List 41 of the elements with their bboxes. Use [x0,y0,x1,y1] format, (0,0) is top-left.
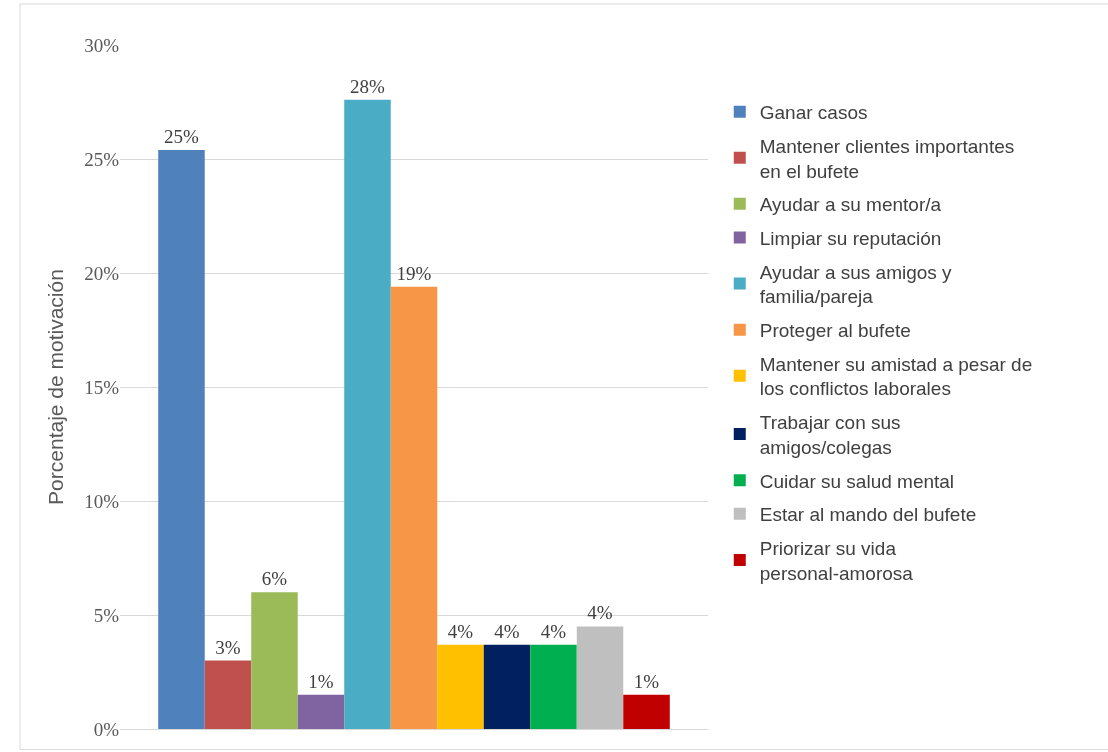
legend-label: Trabajar con sus amigos/colegas [759,412,901,458]
data-label: 25% [163,125,199,147]
legend-label: Ganar casos [759,102,868,124]
y-tick-label: 30% [84,34,120,56]
legend-label: Proteger al bufete [759,320,911,342]
bar [623,694,670,729]
legend-label: Ayudar a sus amigos y familia/pareja [759,261,953,308]
data-label: 28% [349,75,385,97]
bar [483,644,531,729]
bar [530,644,577,729]
bar [437,644,484,729]
bar [344,99,391,729]
data-label: 4% [447,620,474,642]
data-label: 1% [633,670,660,692]
data-label: 3% [215,636,241,658]
data-label: 19% [396,262,432,284]
legend-label: Estar al mando del bufete [759,504,977,526]
legend-label: Ayudar a su mentor/a [759,194,942,216]
bar [158,149,205,729]
legend-label: Priorizar su vida personal-amorosa [759,537,914,584]
legend-label: Limpiar su reputación [759,227,942,249]
data-label: 6% [261,568,288,590]
bar [297,694,345,729]
y-tick-label: 10% [84,490,120,512]
data-label: 1% [308,670,334,692]
y-tick-label: 5% [93,604,120,626]
data-label: 4% [540,620,567,642]
legend-label: Cuidar su salud mental [759,470,955,492]
data-label: 4% [494,620,520,642]
bar [576,626,624,729]
y-tick-label: 0% [93,718,120,740]
legend-label: Mantener su amistad a pesar de los conflictos laborales [759,353,1033,400]
y-tick-label: 20% [84,262,120,284]
legend-label: Mantener clientes importantes en el bufete [759,135,1015,182]
y-tick-label: 15% [84,376,120,398]
data-label: 4% [587,602,613,624]
bar [251,592,298,729]
y-tick-label: 25% [84,148,120,170]
bar [390,286,438,729]
bar [204,660,252,729]
y-axis-title: Porcentaje de motivación [44,269,68,505]
